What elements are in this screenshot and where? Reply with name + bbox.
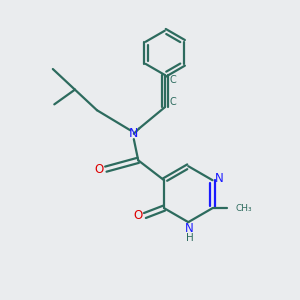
Text: N: N [214, 172, 224, 185]
Text: C: C [169, 97, 176, 107]
Text: C: C [169, 75, 176, 85]
Text: O: O [95, 163, 104, 176]
Text: CH₃: CH₃ [236, 204, 252, 213]
Text: N: N [185, 222, 194, 235]
Text: O: O [134, 209, 143, 222]
Text: N: N [129, 127, 139, 140]
Text: H: H [186, 233, 194, 243]
